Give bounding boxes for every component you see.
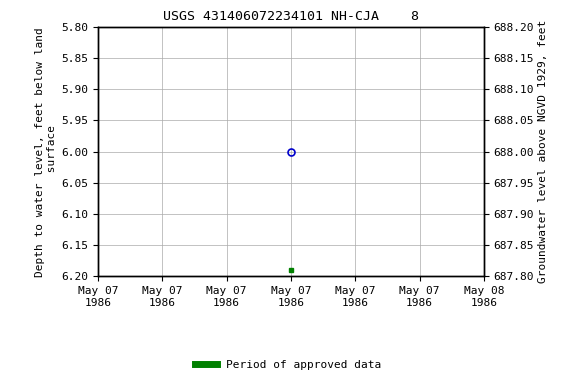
Legend: Period of approved data: Period of approved data	[191, 356, 385, 375]
Y-axis label: Depth to water level, feet below land
 surface: Depth to water level, feet below land su…	[36, 27, 57, 276]
Y-axis label: Groundwater level above NGVD 1929, feet: Groundwater level above NGVD 1929, feet	[538, 20, 548, 283]
Title: USGS 431406072234101 NH-CJA    8: USGS 431406072234101 NH-CJA 8	[163, 10, 419, 23]
